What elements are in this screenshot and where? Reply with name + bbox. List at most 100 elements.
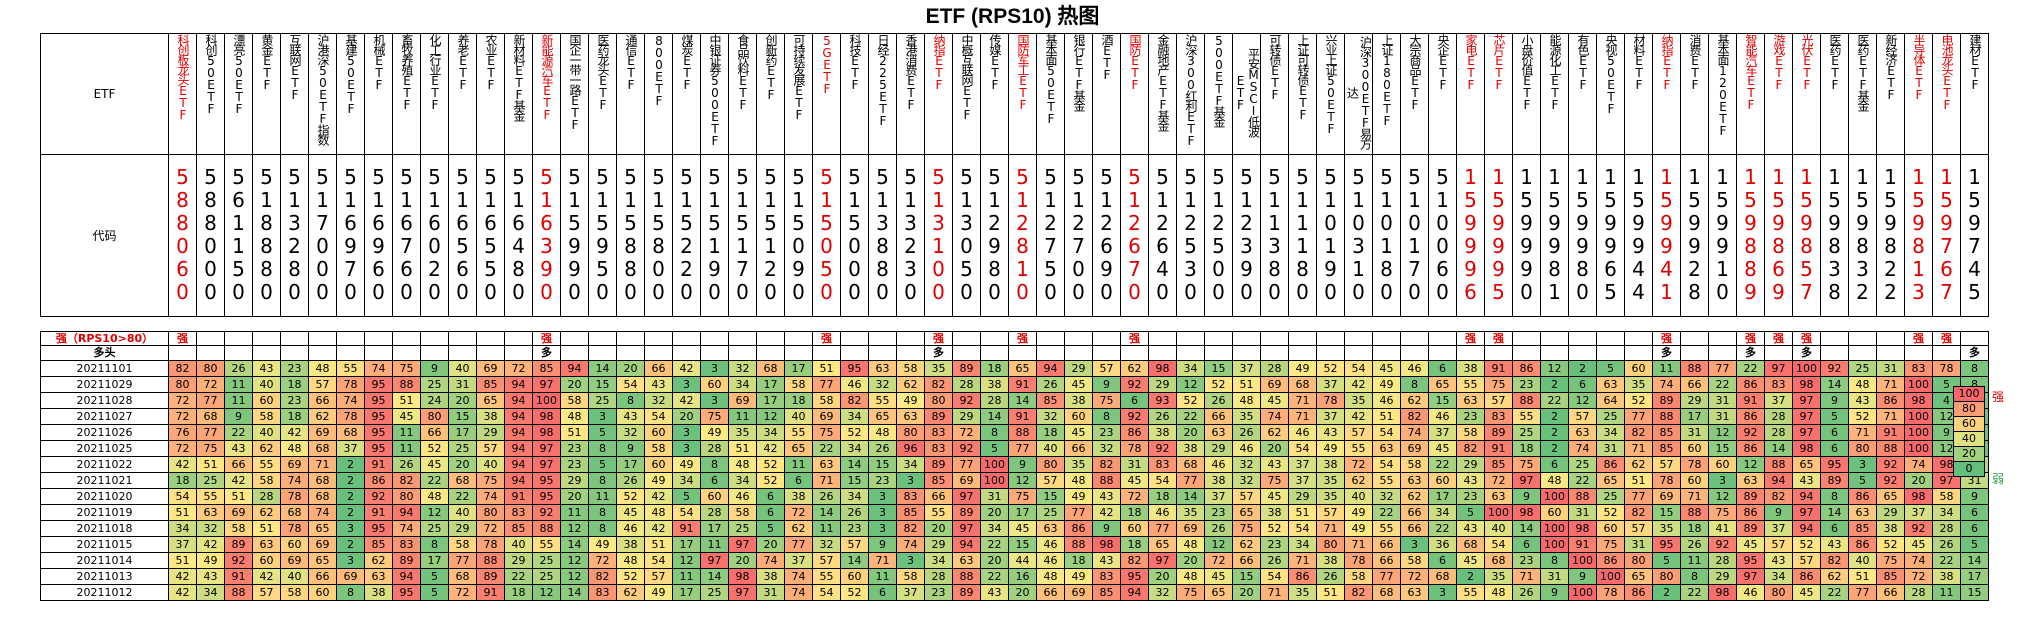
heat-cell: 65 (1148, 536, 1177, 553)
heat-cell: 15 (1232, 568, 1261, 585)
etf-name: 医药ETF (1828, 34, 1842, 91)
heat-cell: 51 (1624, 472, 1653, 489)
heat-cell: 37 (1316, 408, 1345, 425)
etf-name-cell: 500ETF基金 (1204, 33, 1233, 155)
heat-cell: 69 (280, 552, 309, 569)
heat-cell: 11 (392, 440, 421, 457)
heat-cell: 66 (1064, 440, 1093, 457)
bull-flag-cell: 多 (1960, 345, 1989, 361)
heat-cell: 40 (1848, 552, 1877, 569)
etf-code-cell: 512640 (1148, 154, 1177, 317)
data-row: 20211101 82 80 26 43 23 48 55 74 75 9 40 69 72 85 94 14 2… (40, 360, 1989, 377)
heat-cell: 49 (672, 456, 701, 473)
etf-code: 159745 (1962, 164, 1987, 303)
bull-flag-cell: 多 (532, 345, 561, 361)
date-label: 20211018 (40, 520, 169, 537)
heat-cell: 20 (1260, 440, 1289, 457)
heat-cell: 14 (980, 408, 1009, 425)
heat-cell: 15 (588, 376, 617, 393)
heat-cell: 77 (1848, 584, 1877, 601)
heat-cell: 12 (420, 504, 449, 521)
heat-cell: 45 (1456, 552, 1485, 569)
heat-cell: 89 (1484, 424, 1513, 441)
heat-cell: 14 (560, 584, 589, 601)
bull-flag-cell (560, 345, 589, 361)
strong-flag-cell (1372, 331, 1401, 346)
etf-name: 国防军工ETF (1016, 34, 1030, 111)
etf-name: 央企ETF (1436, 34, 1450, 91)
heat-cell: 97 (1792, 504, 1821, 521)
heat-cell: 74 (280, 472, 309, 489)
etf-name: 传媒ETF (988, 34, 1002, 91)
data-row: 20211015 37 42 89 63 60 69 2 85 83 8 58 78 40 55 14 49 38… (40, 536, 1989, 553)
heat-cell: 29 (448, 520, 477, 537)
bull-flag-cell (1484, 345, 1513, 361)
data-row: 20211025 72 75 43 62 48 68 37 95 11 52 25 57 94 97 23 8 9… (40, 440, 1989, 457)
heat-cell: 100 (1904, 376, 1933, 393)
heat-cell: 12 (1568, 392, 1597, 409)
heat-cell: 78 (1652, 472, 1681, 489)
heat-cell: 55 (1456, 376, 1485, 393)
heat-cell: 35 (1176, 504, 1205, 521)
heat-cell: 72 (1204, 552, 1233, 569)
etf-code-cell: 511380 (1260, 154, 1289, 317)
etf-code: 515220 (674, 164, 699, 303)
heat-cell: 72 (1120, 488, 1149, 505)
heat-cell: 63 (1456, 392, 1485, 409)
heat-cell: 25 (1596, 408, 1625, 425)
heat-cell: 9 (1568, 568, 1597, 585)
heat-cell: 38 (1064, 392, 1093, 409)
heat-cell: 48 (868, 424, 897, 441)
heat-cell: 35 (1652, 520, 1681, 537)
heat-cell: 36 (1428, 536, 1457, 553)
etf-name: 沪深300红利ETF (1184, 34, 1198, 147)
heat-cell: 43 (1820, 536, 1849, 553)
heat-cell: 51 (1848, 568, 1877, 585)
heat-cell: 85 (532, 360, 561, 377)
heat-cell: 9 (1512, 488, 1541, 505)
heat-cell: 23 (868, 472, 897, 489)
heat-cell: 45 (1204, 568, 1233, 585)
heat-cell: 100 (980, 472, 1009, 489)
heat-cell: 94 (392, 504, 421, 521)
heat-cell: 80 (196, 360, 225, 377)
heat-cell: 92 (1876, 456, 1905, 473)
etf-code-cell: 515990 (560, 154, 589, 317)
legend-swatch: 60 (1953, 416, 1985, 432)
etf-name-cell: 互联网ETF (280, 33, 309, 155)
heat-cell: 75 (1596, 536, 1625, 553)
heat-cell: 26 (1512, 584, 1541, 601)
bull-flag-cell (896, 345, 925, 361)
heat-cell: 40 (252, 376, 281, 393)
legend-swatch: 0 (1953, 461, 1985, 477)
etf-name: 5GETF (820, 34, 834, 95)
heat-cell: 58 (896, 360, 925, 377)
etf-name-cell: 材料ETF (1624, 33, 1653, 155)
etf-name: 纳指ETF (1660, 34, 1674, 91)
heat-cell: 75 (1484, 376, 1513, 393)
etf-code: 513280 (282, 164, 307, 303)
heat-cell: 48 (308, 360, 337, 377)
heat-cell: 65 (1792, 456, 1821, 473)
heat-cell: 89 (952, 504, 981, 521)
heat-cell: 62 (616, 584, 645, 601)
heat-cell: 66 (1204, 408, 1233, 425)
heat-cell: 91 (1008, 376, 1037, 393)
heat-cell: 78 (1596, 584, 1625, 601)
strong-flag-cell (392, 331, 421, 346)
heat-cell: 6 (1820, 424, 1849, 441)
heat-cell: 20 (924, 520, 953, 537)
heat-cell: 38 (1148, 424, 1177, 441)
heat-cell: 25 (196, 472, 225, 489)
heat-cell: 65 (868, 408, 897, 425)
data-row: 20211026 76 77 22 40 42 69 68 95 11 66 17 29 94 98 51 5 3… (40, 424, 1989, 441)
strong-flag-cell (280, 331, 309, 346)
heat-cell: 42 (1092, 504, 1121, 521)
heat-cell: 23 (560, 440, 589, 457)
heat-cell: 97 (1792, 408, 1821, 425)
heat-cell: 74 (1568, 440, 1597, 457)
heat-cell: 40 (784, 408, 813, 425)
heat-cell: 55 (1372, 472, 1401, 489)
heat-cell: 82 (1820, 552, 1849, 569)
etf-name: 上证可转债ETF (1296, 34, 1310, 121)
